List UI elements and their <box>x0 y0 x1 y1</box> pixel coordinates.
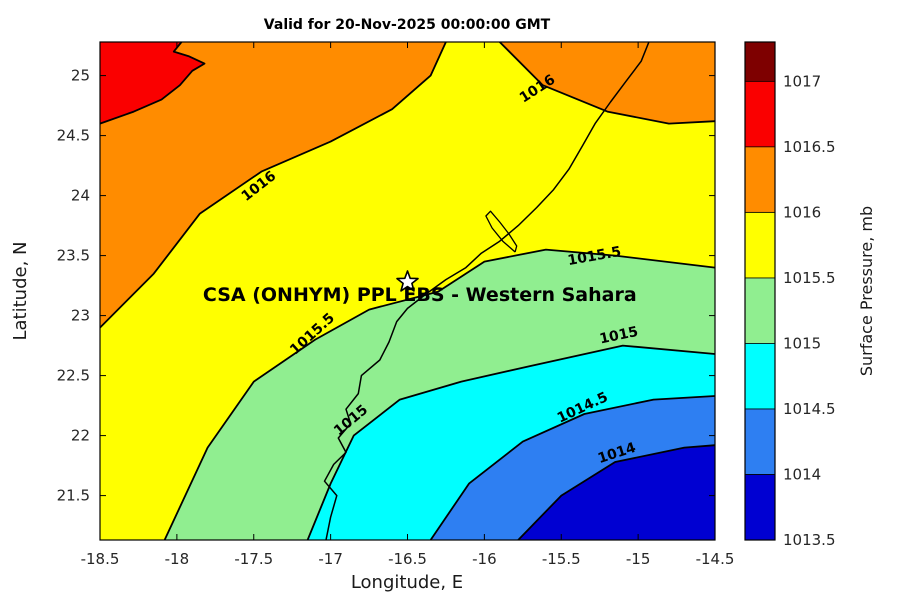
contour-line-1016 <box>100 42 447 329</box>
colorbar-band <box>744 408 776 475</box>
plot-title: Valid for 20-Nov-2025 00:00:00 GMT <box>264 17 551 33</box>
pressure-band-region <box>499 42 715 124</box>
colorbar-band <box>744 146 776 213</box>
y-tick-label: 22.5 <box>57 367 90 385</box>
pressure-band-region <box>100 42 205 124</box>
x-tick-label: -16 <box>472 550 497 568</box>
contour-line-1016.5 <box>100 42 206 125</box>
contour-line-1015 <box>306 344 715 540</box>
x-tick-label: -16.5 <box>388 550 427 568</box>
contour-line-1014.5 <box>429 395 715 540</box>
x-tick-label: -14.5 <box>696 550 735 568</box>
colorbar: 1013.5 1014 1014.5 1015 1015.5 1016 1016.5 1017 <box>744 41 836 549</box>
site-marker-star <box>396 270 419 292</box>
colorbar-tick-label: 1015.5 <box>783 269 836 287</box>
map-layers: 101610161015.51015.5101510151014.51014CS… <box>100 42 715 540</box>
colorbar-tick-label: 1016.5 <box>783 138 836 156</box>
y-tick-label: 25 <box>71 67 90 85</box>
colorbar-band <box>744 474 776 541</box>
x-tick-label: -18 <box>165 550 190 568</box>
axes-layer: -18.5 -18 -17.5 -17 -16.5 -16 -15.5 -15 -14.5 21.… <box>57 41 735 568</box>
y-tick-label: 21.5 <box>57 487 90 505</box>
y-tick-label: 23.5 <box>57 247 90 265</box>
x-tick-label: -18.5 <box>81 550 120 568</box>
colorbar-tick-label: 1017 <box>783 72 821 90</box>
plot-frame <box>99 41 716 541</box>
y-tick-label: 22 <box>71 427 90 445</box>
contour-line-1016 <box>498 42 715 125</box>
colorbar-band <box>744 212 776 279</box>
colorbar-frame <box>744 41 776 541</box>
colorbar-tick-label: 1013.5 <box>783 531 836 549</box>
x-tick-label: -17 <box>318 550 343 568</box>
x-axis-label: Longitude, E <box>351 572 463 593</box>
contour-line-1014 <box>517 444 715 540</box>
coastline-dakhla-peninsula <box>485 210 518 253</box>
colorbar-band <box>744 277 776 344</box>
colorbar-tick-label: 1016 <box>783 203 821 221</box>
colorbar-tick-label: 1015 <box>783 334 821 352</box>
colorbar-tick-label: 1014 <box>783 466 821 484</box>
y-tick-label: 24.5 <box>57 127 90 145</box>
colorbar-band <box>744 80 776 148</box>
x-tick-label: -17.5 <box>234 550 273 568</box>
x-tick-label: -15.5 <box>542 550 581 568</box>
y-tick-label: 23 <box>71 307 90 325</box>
pressure-band-region <box>100 42 446 328</box>
colorbar-label: Surface Pressure, mb <box>857 206 876 376</box>
colorbar-band <box>744 41 776 82</box>
y-tick-label: 24 <box>71 187 90 205</box>
colorbar-band <box>744 343 776 410</box>
coastline <box>323 42 650 540</box>
x-tick-label: -15 <box>626 550 651 568</box>
colorbar-tick-label: 1014.5 <box>783 400 836 418</box>
contour-line-1015.5 <box>163 248 715 540</box>
y-axis-label: Latitude, N <box>10 242 31 341</box>
contour-label: 1015 <box>598 324 639 348</box>
site-label: CSA (ONHYM) PPL EBS - Western Sahara <box>203 284 637 306</box>
